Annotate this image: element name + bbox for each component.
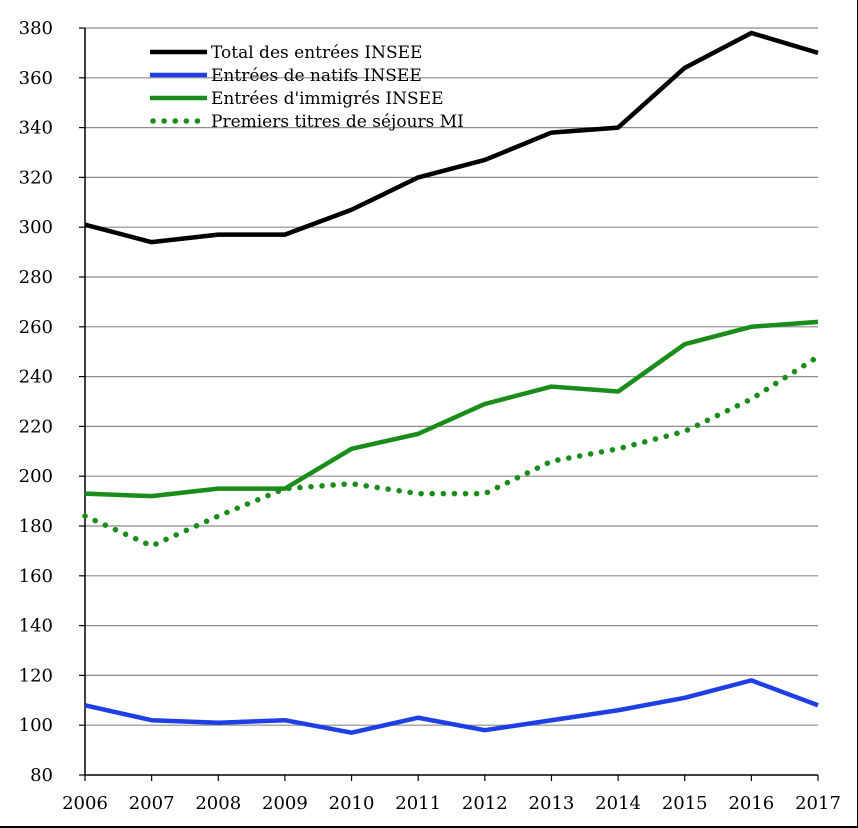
x-tick-label: 2014 bbox=[595, 793, 641, 814]
y-tick-label: 120 bbox=[19, 665, 53, 686]
legend: Total des entrées INSEE Entrées de natifs… bbox=[150, 43, 464, 132]
series-lines bbox=[82, 30, 821, 735]
legend-label-3: Entrées d'immigrés INSEE bbox=[211, 89, 444, 109]
y-tick-label: 200 bbox=[19, 466, 53, 487]
series-line-2 bbox=[84, 678, 819, 735]
x-tick-label: 2010 bbox=[329, 793, 375, 814]
x-tick-label: 2016 bbox=[728, 793, 774, 814]
legend-label-2: Entrées de natifs INSEE bbox=[211, 66, 422, 86]
legend-label-1: Total des entrées INSEE bbox=[211, 43, 422, 63]
y-tick-label: 140 bbox=[19, 616, 53, 637]
x-tick-label: 2013 bbox=[529, 793, 575, 814]
x-tick-label: 2011 bbox=[395, 793, 441, 814]
y-tick-label: 340 bbox=[19, 118, 53, 139]
x-tick-label: 2006 bbox=[62, 793, 108, 814]
axes bbox=[79, 27, 819, 781]
y-tick-label: 100 bbox=[19, 715, 53, 736]
y-tick-label: 260 bbox=[19, 317, 53, 338]
y-tick-label: 380 bbox=[19, 18, 53, 39]
x-tick-label: 2017 bbox=[795, 793, 841, 814]
legend-label-4: Premiers titres de séjours MI bbox=[211, 112, 464, 132]
x-tick-label: 2015 bbox=[662, 793, 708, 814]
y-tick-label: 180 bbox=[19, 516, 53, 537]
x-tick-label: 2009 bbox=[262, 793, 308, 814]
series-line-1 bbox=[84, 30, 819, 245]
y-tick-label: 300 bbox=[19, 217, 53, 238]
y-tick-label: 360 bbox=[19, 68, 53, 89]
x-tick-label: 2007 bbox=[129, 793, 175, 814]
y-tick-label: 220 bbox=[19, 416, 53, 437]
y-tick-label: 80 bbox=[30, 765, 53, 786]
series-line-3 bbox=[84, 319, 819, 499]
y-tick-label: 280 bbox=[19, 267, 53, 288]
y-tick-label: 240 bbox=[19, 367, 53, 388]
grid-lines bbox=[85, 27, 818, 726]
series-line-4 bbox=[82, 353, 821, 549]
x-tick-labels: 2006 2007 2008 2009 2010 2011 2012 2013 2014 2015… bbox=[62, 793, 841, 814]
y-tick-label: 320 bbox=[19, 167, 53, 188]
y-tick-label: 160 bbox=[19, 566, 53, 587]
x-tick-label: 2008 bbox=[195, 793, 241, 814]
x-tick-label: 2012 bbox=[462, 793, 508, 814]
y-tick-labels: 80 100 120 140 160 180 200 220 240 260 280 300 320 34… bbox=[19, 18, 53, 786]
